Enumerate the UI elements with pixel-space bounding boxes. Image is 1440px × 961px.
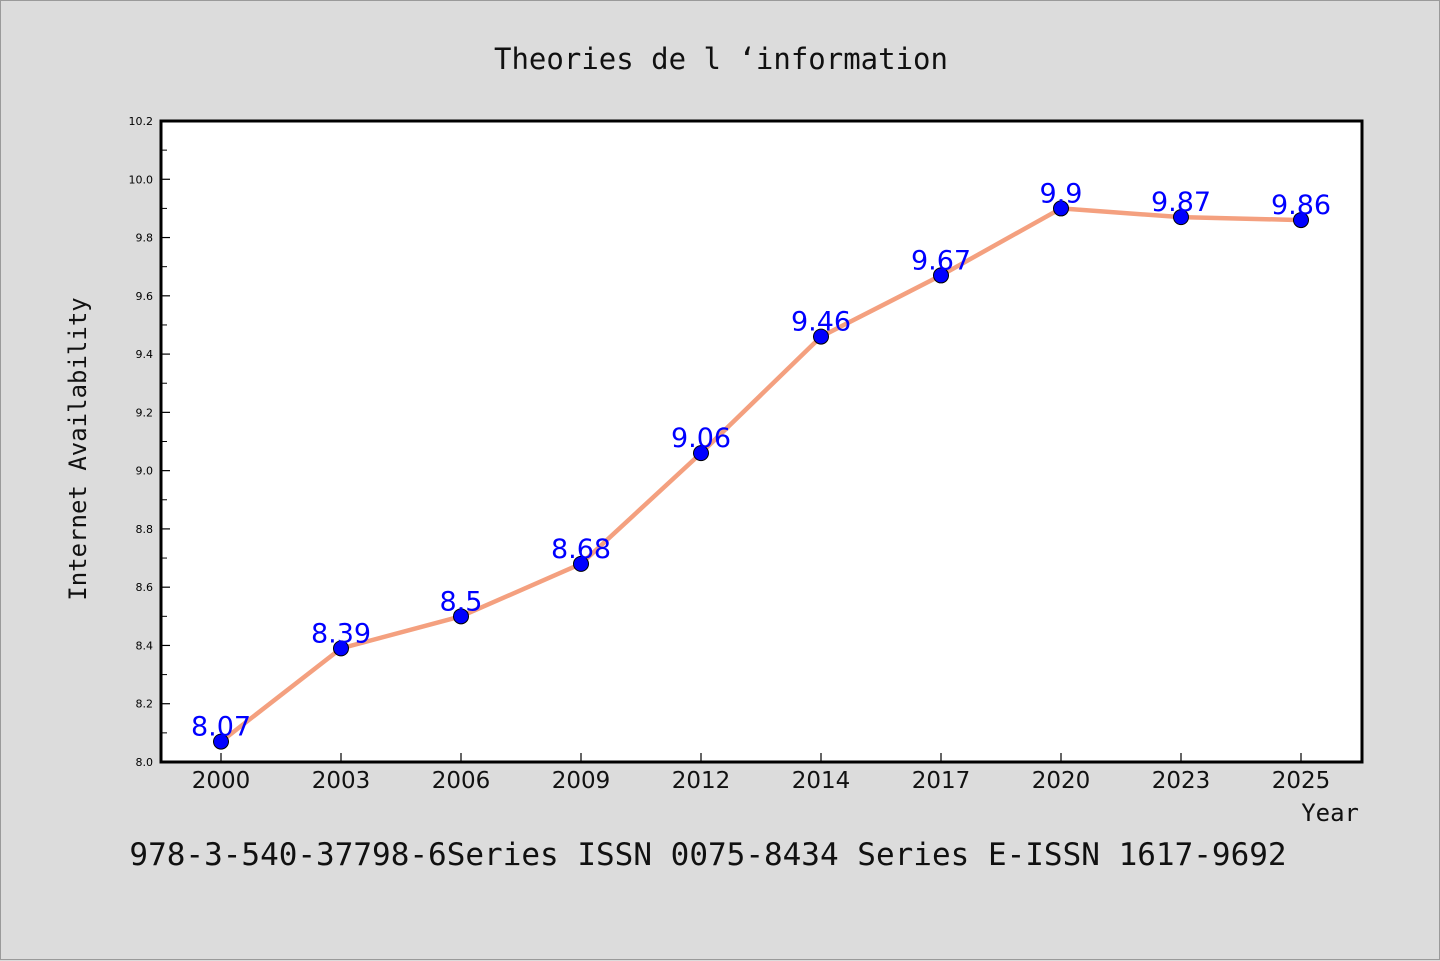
y-axis-label: Internet Availability (64, 297, 92, 600)
data-label: 9.06 (671, 423, 731, 454)
plot-border (159, 119, 1364, 764)
x-tick-label: 2000 (192, 768, 251, 794)
data-label: 9.46 (791, 307, 851, 338)
data-point (693, 445, 709, 462)
x-tick-label: 2012 (672, 768, 731, 794)
series-markers (213, 200, 1309, 750)
data-label: 9.86 (1271, 190, 1331, 221)
x-axis-label: Year (1301, 799, 1359, 827)
data-point (1173, 209, 1189, 226)
y-tick-label: 9.0 (136, 465, 154, 478)
x-tick-label: 2006 (432, 768, 491, 794)
chart-title: Theories de l ‘information (494, 42, 948, 76)
y-tick-label: 8.6 (136, 581, 154, 594)
data-point (213, 733, 229, 750)
y-tick-label: 9.6 (136, 290, 154, 303)
data-point (933, 267, 949, 284)
data-label: 9.67 (911, 245, 971, 276)
y-tick-label: 10.2 (129, 115, 154, 128)
data-point (1293, 212, 1309, 229)
data-point (1053, 200, 1069, 217)
y-axis: 8.0 8.2 8.4 8.6 8.8 9.0 9.2 9.4 9.6 9.8 10.0 10.2 (129, 115, 170, 769)
y-tick-label: 8.4 (136, 639, 154, 652)
data-label: 8.39 (311, 618, 371, 649)
x-axis: 2000 2003 2006 2009 2012 2014 2017 2020 2023 2025 (192, 753, 1331, 794)
data-point (813, 328, 829, 345)
y-tick-label: 8.2 (136, 698, 154, 711)
x-tick-label: 2023 (1152, 768, 1211, 794)
y-tick-label: 8.8 (136, 523, 154, 536)
data-label: 8.68 (551, 534, 611, 565)
y-tick-label: 8.0 (136, 756, 154, 769)
series-line (219, 206, 1302, 744)
data-label: 9.9 (1040, 178, 1083, 209)
x-tick-label: 2009 (552, 768, 611, 794)
x-tick-label: 2003 (312, 768, 371, 794)
caption-text: 978-3-540-37798-6Series ISSN 0075-8434 S… (129, 837, 1286, 873)
data-label: 8.5 (440, 586, 483, 617)
y-tick-label: 9.8 (136, 232, 154, 245)
data-point (453, 608, 469, 625)
x-tick-label: 2020 (1032, 768, 1091, 794)
data-point (573, 555, 589, 572)
plot-area (161, 121, 1362, 762)
x-tick-label: 2017 (912, 768, 971, 794)
data-label: 8.07 (191, 712, 251, 743)
y-tick-label: 9.4 (136, 348, 154, 361)
data-label: 9.87 (1151, 187, 1211, 218)
data-point (333, 640, 349, 657)
y-tick-label: 9.2 (136, 406, 154, 419)
x-tick-label: 2025 (1272, 768, 1331, 794)
y-tick-label: 10.0 (129, 173, 154, 186)
data-labels: 8.07 8.39 8.5 8.68 9.06 9.46 9.67 9.9 9.87 9.86 (191, 178, 1331, 742)
x-tick-label: 2014 (792, 768, 851, 794)
